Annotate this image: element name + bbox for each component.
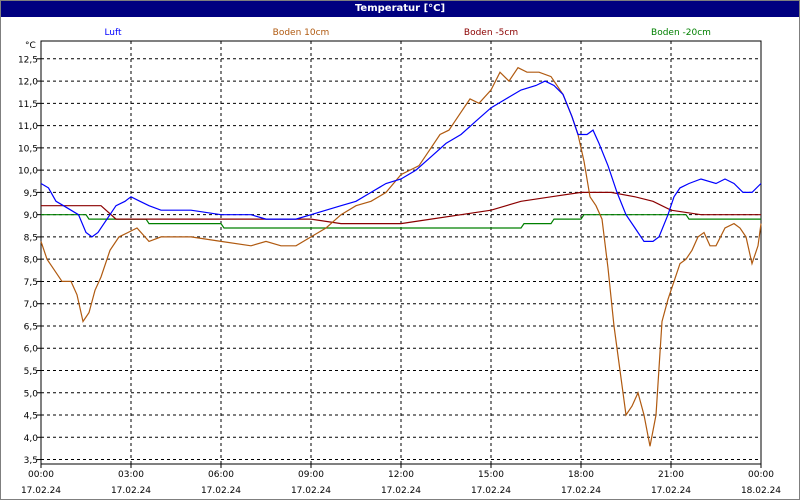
chart-title: Temperatur [°C]: [1, 1, 799, 17]
y-tick-label: 11,0: [18, 122, 38, 132]
y-tick-label: 5,0: [24, 389, 39, 399]
y-tick-label: 12,0: [18, 78, 38, 88]
series-line: [41, 191, 761, 225]
y-axis-unit-label: °C: [25, 41, 36, 51]
x-tick-date-label: 17.02.24: [651, 486, 691, 496]
x-tick-time-label: 18:00: [568, 470, 594, 480]
y-tick-label: 9,5: [24, 189, 38, 199]
y-tick-label: 6,0: [24, 345, 39, 355]
legend-entry: Boden -20cm: [651, 28, 711, 38]
y-tick-label: 4,5: [24, 412, 38, 422]
y-tick-label: 11,5: [18, 100, 38, 110]
x-tick-date-label: 17.02.24: [21, 486, 61, 496]
y-tick-label: 10,0: [18, 167, 38, 177]
legend-entry: Boden -5cm: [464, 28, 518, 38]
y-tick-label: 3,5: [24, 456, 38, 466]
y-tick-label: 8,0: [24, 256, 39, 266]
x-tick-time-label: 12:00: [388, 470, 414, 480]
y-tick-label: 6,5: [24, 322, 38, 332]
x-tick-time-label: 00:00: [748, 470, 774, 480]
x-tick-time-label: 09:00: [298, 470, 324, 480]
x-tick-date-label: 17.02.24: [561, 486, 601, 496]
x-tick-date-label: 17.02.24: [201, 486, 241, 496]
x-tick-date-label: 17.02.24: [291, 486, 331, 496]
x-tick-date-label: 17.02.24: [381, 486, 421, 496]
y-tick-label: 9,0: [24, 211, 39, 221]
y-tick-label: 7,5: [24, 278, 38, 288]
x-tick-date-label: 17.02.24: [111, 486, 151, 496]
x-tick-time-label: 03:00: [118, 470, 144, 480]
y-tick-label: 12,5: [18, 55, 38, 65]
x-tick-date-label: 18.02.24: [741, 486, 781, 496]
y-tick-label: 4,0: [24, 434, 39, 444]
x-tick-date-label: 17.02.24: [471, 486, 511, 496]
x-tick-time-label: 21:00: [658, 470, 684, 480]
y-tick-label: 7,0: [24, 300, 39, 310]
x-tick-time-label: 15:00: [478, 470, 504, 480]
x-tick-time-label: 00:00: [28, 470, 54, 480]
y-tick-label: 5,5: [24, 367, 38, 377]
series-line: [40, 66, 762, 447]
series-line: [40, 80, 762, 242]
y-tick-label: 10,5: [18, 144, 38, 154]
legend-entry: Boden 10cm: [273, 28, 330, 38]
legend-entry: Luft: [104, 28, 122, 38]
x-tick-time-label: 06:00: [208, 470, 234, 480]
y-tick-label: 8,5: [24, 233, 38, 243]
